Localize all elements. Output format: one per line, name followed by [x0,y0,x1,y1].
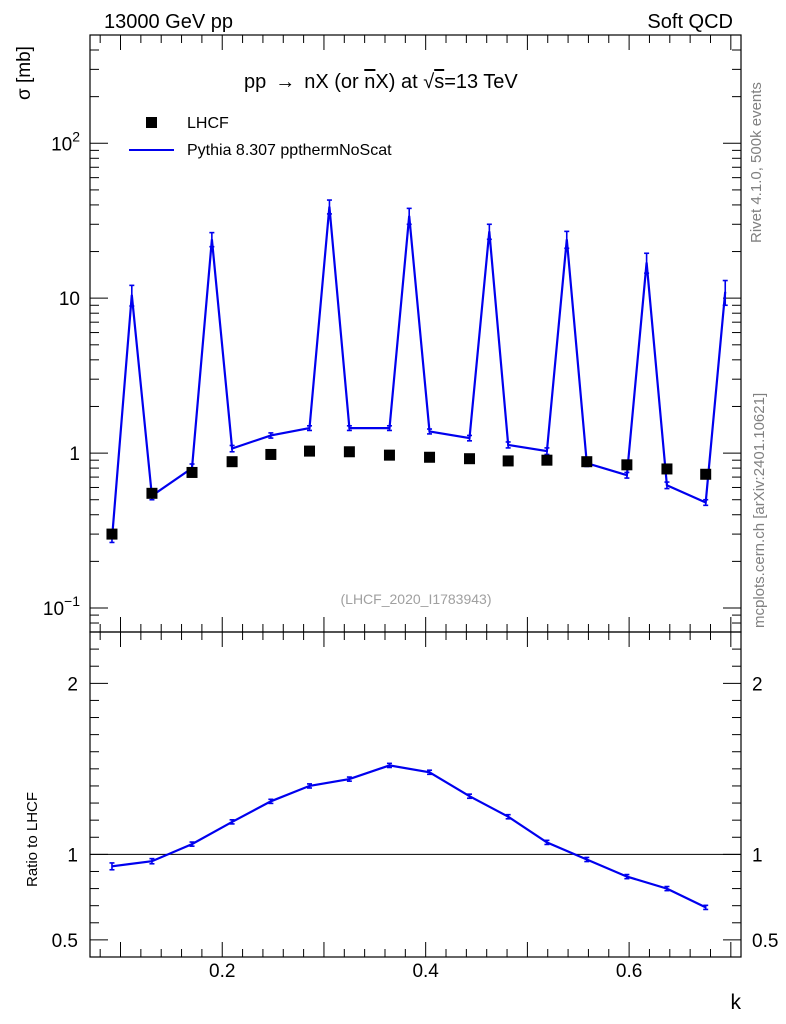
data-point [621,459,633,471]
data-point [502,455,514,467]
ratio-y-axis-label: Ratio to LHCF [24,792,41,887]
mc-series-line [110,206,727,539]
data-point [343,446,355,458]
legend-data-marker [146,117,157,128]
ratio-series-line [111,764,707,909]
header-right: Soft QCD [647,11,733,33]
x-tick-label: 0.6 [616,961,642,982]
data-point [186,466,198,478]
legend-data-label: LHCF [187,115,229,132]
data-point [106,528,118,540]
legend-mc-label: Pythia 8.307 ppthermNoScat [187,142,392,159]
analysis-watermark: (LHCF_2020_I1783943) [341,591,492,607]
data-point [304,445,316,457]
y-tick-label: 10−1 [43,593,80,620]
data-point [383,449,395,461]
y-tick-label: 10 [59,289,80,310]
data-point [226,456,238,468]
ratio-tick-label-right: 0.5 [752,931,778,952]
data-point [541,454,553,466]
rivet-label: Rivet 4.1.0, 500k events [748,82,765,243]
y-tick-label: 1 [69,444,80,465]
ratio-tick-label: 1 [67,845,78,866]
data-point [700,468,712,480]
ratio-tick-label: 2 [67,674,78,695]
ratio-axes: 0.2 0.4 0.6 0.5 0.5 1 1 2 2 [52,631,778,982]
data-point [424,451,436,463]
x-tick-label: 0.4 [412,961,439,982]
y-tick-label: 102 [51,128,80,155]
data-point [146,487,158,499]
data-point [581,456,593,468]
data-point [265,448,277,460]
series-layer [106,199,728,911]
data-point [661,463,673,475]
main-axes: 10−1 1 10 102 [43,34,741,633]
ratio-tick-label-right: 2 [752,674,763,695]
header-left: 13000 GeV pp [104,11,233,33]
ratio-panel-frame [89,631,742,958]
mcplots-label: mcplots.cern.ch [arXiv:2401.10621] [751,393,768,628]
y-axis-label: σ [mb] [14,46,35,100]
data-point [464,453,476,465]
plot-title: pp → nX (or nX) at √s=13 TeV [244,71,518,93]
x-axis-label: k [731,991,742,1014]
ratio-tick-label: 0.5 [52,931,78,952]
ratio-tick-label-right: 1 [752,845,763,866]
x-tick-label: 0.2 [209,961,235,982]
